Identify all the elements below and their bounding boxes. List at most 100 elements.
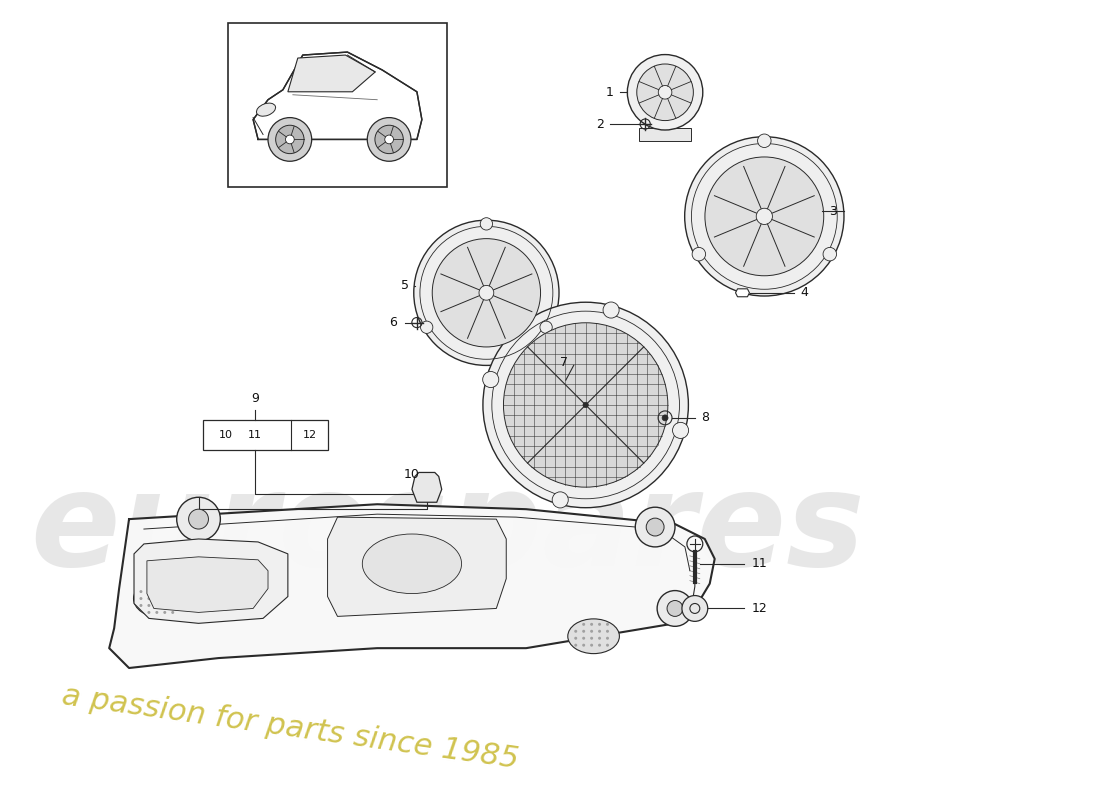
Circle shape xyxy=(483,302,689,508)
Circle shape xyxy=(540,321,552,334)
Circle shape xyxy=(286,135,294,144)
Circle shape xyxy=(155,583,158,586)
Text: 7: 7 xyxy=(560,356,568,369)
Circle shape xyxy=(637,64,693,121)
Polygon shape xyxy=(134,539,288,623)
Text: 10: 10 xyxy=(218,430,232,440)
Circle shape xyxy=(583,402,588,408)
Text: 1: 1 xyxy=(606,86,614,98)
Text: 3: 3 xyxy=(829,205,837,218)
Circle shape xyxy=(646,518,664,536)
Circle shape xyxy=(268,118,311,162)
Circle shape xyxy=(598,630,601,633)
Circle shape xyxy=(155,597,158,600)
Circle shape xyxy=(172,604,174,607)
Circle shape xyxy=(147,597,151,600)
Circle shape xyxy=(823,247,837,261)
Circle shape xyxy=(276,126,304,154)
Circle shape xyxy=(598,637,601,640)
Circle shape xyxy=(163,583,166,586)
Circle shape xyxy=(658,86,672,99)
Circle shape xyxy=(705,157,824,276)
Circle shape xyxy=(574,644,578,646)
Circle shape xyxy=(367,118,411,162)
Circle shape xyxy=(179,590,183,593)
Circle shape xyxy=(147,604,151,607)
Text: 9: 9 xyxy=(251,391,258,405)
Ellipse shape xyxy=(568,619,619,654)
Circle shape xyxy=(155,611,158,614)
Circle shape xyxy=(627,54,703,130)
Polygon shape xyxy=(147,557,268,613)
Circle shape xyxy=(606,623,609,626)
Circle shape xyxy=(172,597,174,600)
Bar xyxy=(204,420,328,450)
Ellipse shape xyxy=(256,103,276,116)
Circle shape xyxy=(582,637,585,640)
Circle shape xyxy=(682,595,707,622)
Circle shape xyxy=(684,137,844,296)
Circle shape xyxy=(552,492,569,508)
Polygon shape xyxy=(288,55,375,92)
Circle shape xyxy=(606,630,609,633)
Circle shape xyxy=(662,415,668,421)
Circle shape xyxy=(177,498,220,541)
Circle shape xyxy=(582,644,585,646)
Text: 11: 11 xyxy=(249,430,262,440)
Bar xyxy=(229,22,447,186)
Circle shape xyxy=(140,604,142,607)
Circle shape xyxy=(657,590,693,626)
Text: 4: 4 xyxy=(800,286,807,299)
Circle shape xyxy=(483,371,498,387)
Circle shape xyxy=(385,135,394,144)
Bar xyxy=(639,128,692,142)
Circle shape xyxy=(598,623,601,626)
Circle shape xyxy=(163,611,166,614)
Circle shape xyxy=(163,597,166,600)
Polygon shape xyxy=(736,289,749,297)
Circle shape xyxy=(574,630,578,633)
Text: 8: 8 xyxy=(701,411,708,424)
Circle shape xyxy=(179,597,183,600)
Circle shape xyxy=(590,623,593,626)
Circle shape xyxy=(478,286,494,300)
Polygon shape xyxy=(109,504,715,668)
Circle shape xyxy=(155,604,158,607)
Circle shape xyxy=(163,590,166,593)
Text: 12: 12 xyxy=(751,602,767,615)
Circle shape xyxy=(432,238,540,347)
Circle shape xyxy=(481,218,493,230)
Circle shape xyxy=(147,611,151,614)
Circle shape xyxy=(590,637,593,640)
Text: 11: 11 xyxy=(751,558,767,570)
Circle shape xyxy=(636,507,675,547)
Text: 2: 2 xyxy=(595,118,604,130)
Circle shape xyxy=(606,637,609,640)
Circle shape xyxy=(692,247,705,261)
Circle shape xyxy=(590,630,593,633)
Ellipse shape xyxy=(362,534,462,594)
Circle shape xyxy=(606,644,609,646)
Polygon shape xyxy=(253,52,422,139)
Circle shape xyxy=(667,601,683,616)
Circle shape xyxy=(375,126,404,154)
Circle shape xyxy=(155,590,158,593)
Circle shape xyxy=(582,630,585,633)
Text: 5: 5 xyxy=(402,279,409,292)
Circle shape xyxy=(756,208,772,225)
Circle shape xyxy=(574,637,578,640)
Circle shape xyxy=(188,509,209,529)
Circle shape xyxy=(414,220,559,366)
Circle shape xyxy=(758,134,771,147)
Circle shape xyxy=(598,644,601,646)
Circle shape xyxy=(582,623,585,626)
Text: 6: 6 xyxy=(389,316,397,329)
Circle shape xyxy=(147,583,151,586)
Circle shape xyxy=(140,590,142,593)
Text: 10: 10 xyxy=(404,468,420,481)
Text: 12: 12 xyxy=(302,430,317,440)
Circle shape xyxy=(172,611,174,614)
Ellipse shape xyxy=(133,580,188,618)
Text: eurospares: eurospares xyxy=(30,466,865,593)
Circle shape xyxy=(172,590,174,593)
